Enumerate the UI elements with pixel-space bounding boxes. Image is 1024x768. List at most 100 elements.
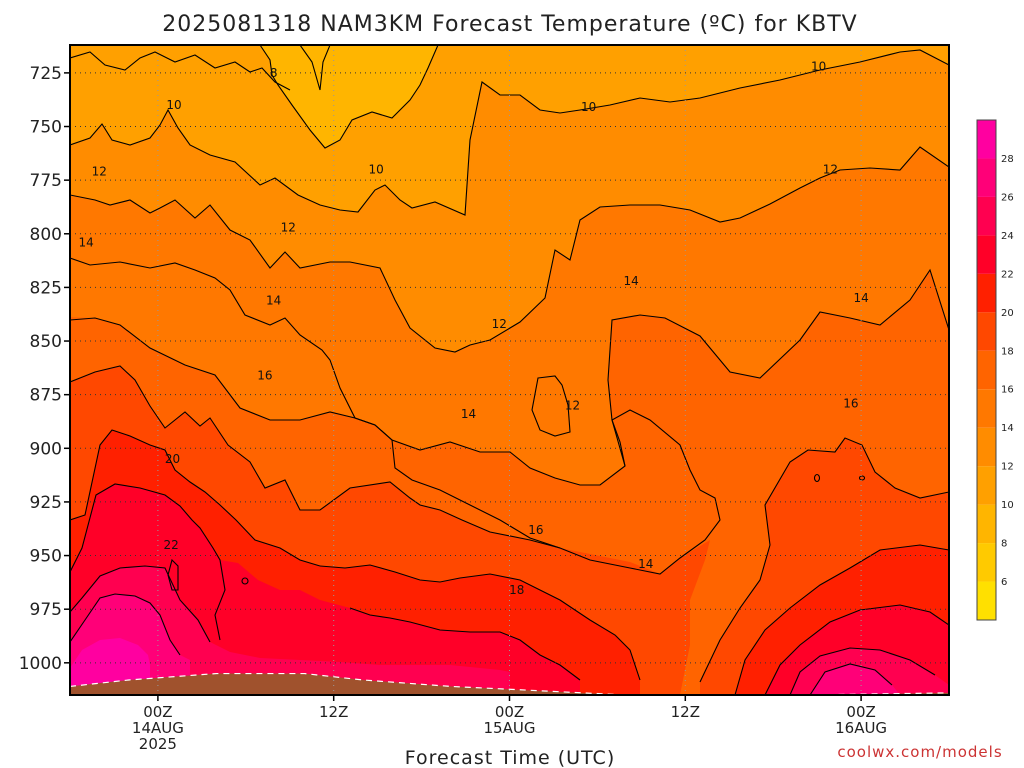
contour-24 — [70, 565, 211, 643]
contour-8-west — [70, 51, 291, 91]
contour-label: 14 — [78, 235, 93, 249]
contour-label: 12 — [565, 398, 580, 412]
contour-14 — [70, 257, 949, 486]
x-tick-label: 14AUG — [132, 719, 184, 737]
ground-surface — [70, 673, 949, 695]
contour-label: 20 — [165, 452, 180, 466]
colorbar-tick-label: 26 — [1001, 192, 1014, 203]
colorbar-tick-label: 24 — [1001, 231, 1014, 242]
y-tick-label: 925 — [30, 493, 62, 513]
contour-label: 22 — [163, 538, 178, 552]
contour-12-closed — [531, 375, 571, 437]
colorbar-segment — [977, 427, 996, 467]
contour-labels: 8 10 10 10 10 12 12 12 12 12 14 14 14 14 14 14 16 16 16 18 2… — [78, 59, 868, 596]
y-tick-label: 875 — [30, 386, 62, 406]
colorbar-tick-label: 28 — [1001, 154, 1014, 165]
contour-26 — [70, 593, 181, 656]
contour-20-south — [349, 607, 581, 681]
contour-label: 14 — [853, 291, 868, 305]
contour-label: 16 — [528, 523, 543, 537]
colorbar-segment — [977, 273, 996, 313]
contour-label: 16 — [843, 396, 858, 410]
contour-18-east — [734, 544, 949, 695]
credit-link[interactable]: coolwx.com/models — [837, 743, 1002, 761]
contour-label: 10 — [581, 100, 596, 114]
contour-label: 14 — [461, 407, 476, 421]
contour-small-ring — [813, 473, 821, 483]
contour-label: 12 — [92, 165, 107, 179]
contour-label: 16 — [257, 368, 272, 382]
contour-label: 14 — [638, 557, 653, 571]
y-tick-label: 900 — [30, 439, 62, 459]
x-tick-label: 2025 — [139, 735, 177, 753]
colorbar-tick-label: 16 — [1001, 385, 1014, 396]
colorbar-segment — [977, 312, 996, 351]
colorbar-segment — [977, 350, 996, 390]
colorbar-tick-label: 22 — [1001, 269, 1014, 280]
chart-title: 2025081318 NAM3KM Forecast Temperature (… — [162, 12, 857, 37]
contour-label: 18 — [509, 583, 524, 597]
contour-18-south — [319, 564, 641, 681]
contour-label: 14 — [266, 293, 281, 307]
y-tick-label: 1000 — [19, 654, 62, 674]
contour-12 — [70, 146, 949, 353]
contour-label: 8 — [270, 66, 278, 80]
x-axis-label: Forecast Time (UTC) — [405, 747, 615, 768]
colorbar-tick-label: 10 — [1001, 500, 1014, 511]
colorbar-tick-label: 6 — [1001, 577, 1007, 588]
x-tick-label: 00Z — [846, 703, 875, 721]
colorbar-segment — [977, 466, 996, 505]
x-tick-label: 00Z — [143, 703, 172, 721]
contour-label: 12 — [492, 317, 507, 331]
contour-label: 10 — [166, 98, 181, 112]
contour-20-east — [764, 604, 949, 695]
colorbar-segment — [977, 235, 996, 274]
colorbar-frame — [976, 119, 997, 621]
colorbar-segment — [977, 196, 996, 236]
y-tick-label: 800 — [30, 225, 62, 245]
colorbar-tick-label: 12 — [1001, 462, 1014, 473]
y-tick-label: 850 — [30, 332, 62, 352]
ground-surface-edge — [70, 672, 949, 695]
colorbar-tick-label: 8 — [1001, 539, 1007, 550]
colorbar-segment — [977, 158, 996, 197]
contour-label: 10 — [811, 59, 826, 73]
contour-label: 10 — [369, 162, 384, 176]
contour-24-east — [809, 663, 893, 695]
x-tick-label: 12Z — [671, 703, 700, 721]
grid-lines — [70, 45, 949, 695]
contour-small-ring — [858, 475, 866, 481]
contour-label: 12 — [281, 220, 296, 234]
colorbar-segment — [977, 543, 996, 582]
contour-16-east — [699, 437, 949, 683]
colorbar-tick-label: 14 — [1001, 423, 1014, 434]
x-tick-label: 12Z — [319, 703, 348, 721]
y-axis: 725 750 775 800 825 850 875 900 925 950 975 1000 — [19, 64, 70, 674]
contour-22-loop — [167, 558, 179, 591]
contour-10 — [70, 49, 949, 216]
y-tick-label: 775 — [30, 171, 62, 191]
x-tick-label: 15AUG — [484, 719, 536, 737]
contour-22-east — [789, 647, 936, 695]
colorbar-segment — [977, 504, 996, 544]
contour-16 — [70, 317, 721, 575]
colorbar: 6 8 10 12 14 16 18 20 22 24 26 28 — [976, 119, 1014, 621]
contour-label: 14 — [623, 274, 638, 288]
contour-22 — [70, 483, 226, 641]
colorbar-segment — [977, 581, 996, 620]
x-tick-label: 00Z — [495, 703, 524, 721]
y-tick-label: 750 — [30, 118, 62, 138]
colorbar-tick-label: 20 — [1001, 308, 1014, 319]
colorbar-segment — [977, 120, 996, 159]
x-tick-label: 16AUG — [835, 719, 887, 737]
y-tick-label: 725 — [30, 64, 62, 84]
contour-label: 12 — [823, 162, 838, 176]
contour-20 — [70, 429, 321, 567]
y-tick-label: 825 — [30, 278, 62, 298]
contour-small-ring — [241, 577, 249, 585]
band-24-26-east — [810, 664, 900, 695]
contour-8-north — [299, 45, 331, 91]
contour-8 — [259, 45, 439, 149]
